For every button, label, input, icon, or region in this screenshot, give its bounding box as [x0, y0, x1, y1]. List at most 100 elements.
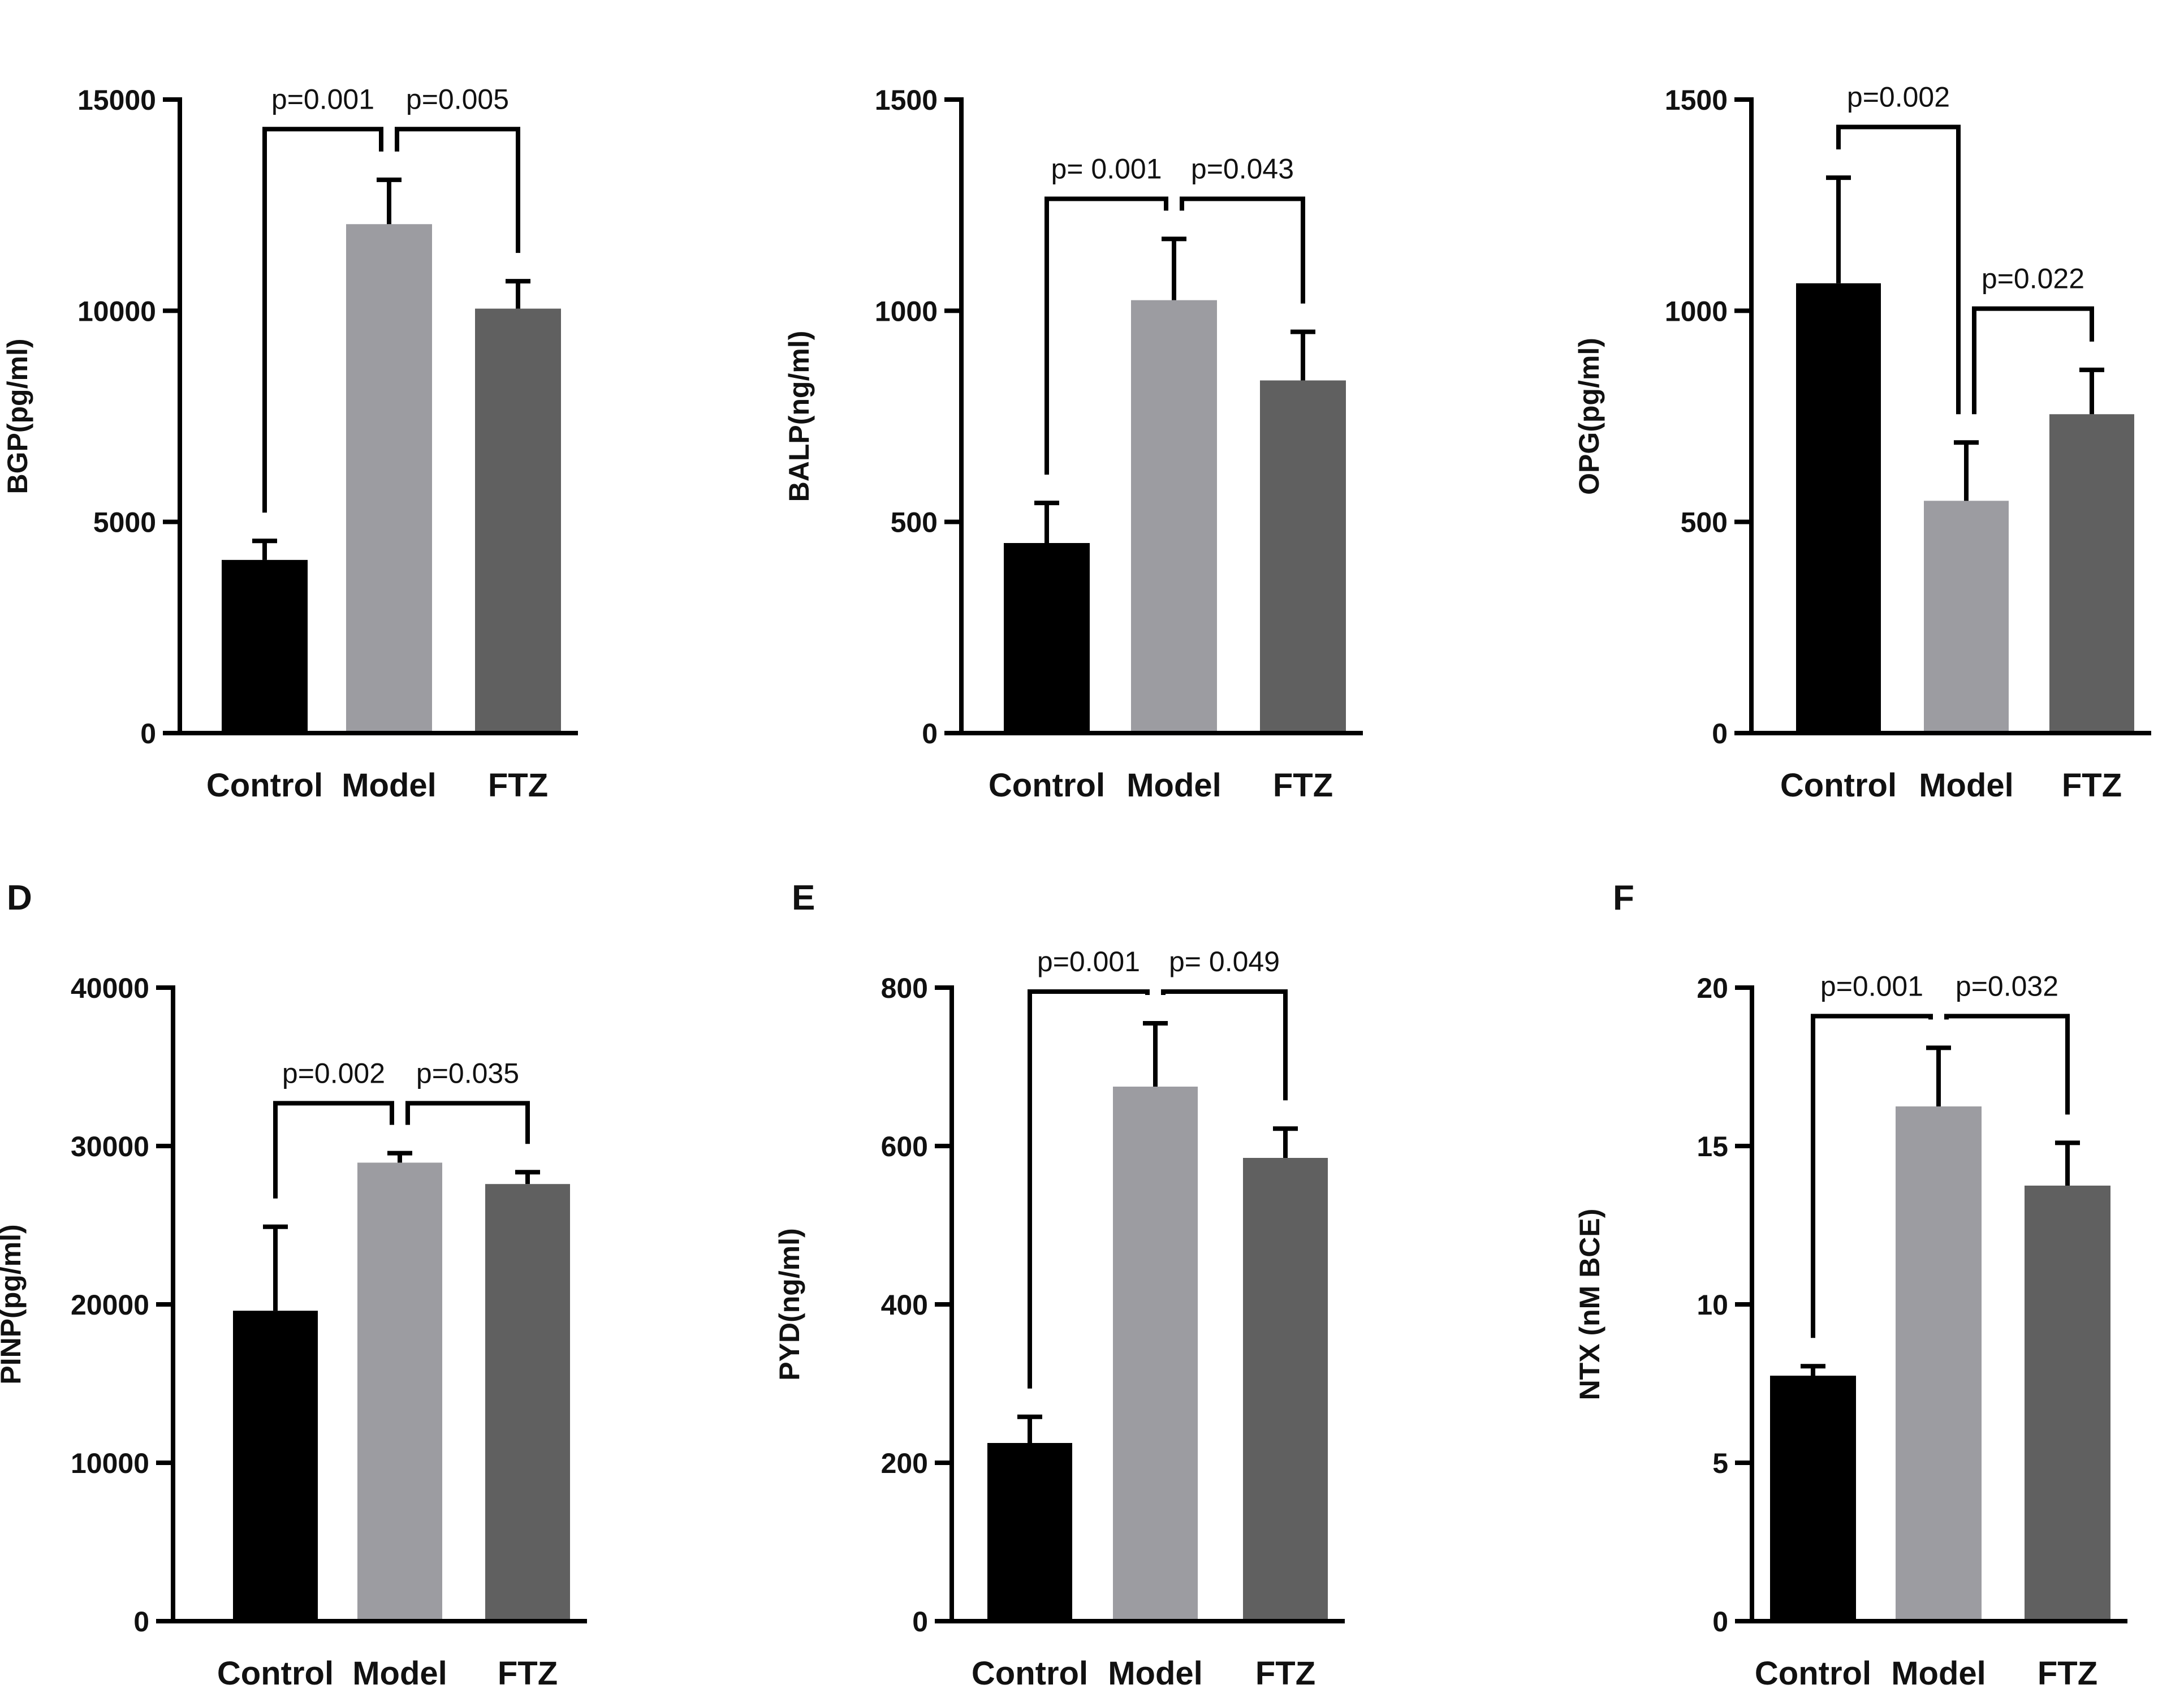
- y-tick-label: 15000: [77, 84, 156, 116]
- y-tick-label: 10000: [77, 295, 156, 327]
- y-tick-label: 40000: [71, 972, 149, 1004]
- y-tick-label: 20: [1697, 972, 1728, 1004]
- significance-bracket: p=0.001: [1028, 946, 1150, 1389]
- x-tick-label: Model: [342, 767, 437, 804]
- bar-model: [1113, 1087, 1198, 1621]
- x-tick-label: Model: [1891, 1655, 1986, 1692]
- bar-control: [1770, 1376, 1856, 1621]
- p-value-label: p=0.002: [282, 1057, 385, 1089]
- p-value-label: p=0.001: [1037, 946, 1140, 977]
- error-bar-ftz: [2079, 367, 2104, 415]
- y-tick-label: 400: [881, 1289, 928, 1321]
- significance-bracket: p=0.002: [273, 1057, 394, 1199]
- bar-control: [222, 559, 308, 733]
- y-tick-label: 600: [881, 1131, 928, 1162]
- error-bar-model: [377, 177, 402, 225]
- x-tick-label: Control: [1755, 1655, 1871, 1692]
- y-tick-label: 0: [1712, 1606, 1728, 1638]
- bar-ftz: [1260, 380, 1346, 733]
- bar-model: [357, 1162, 442, 1621]
- y-axis-label: OPG(pg/ml): [1573, 338, 1605, 495]
- bar-model: [1131, 300, 1217, 733]
- bar-ftz: [2025, 1186, 2110, 1621]
- significance-bracket: p=0.001: [1811, 970, 1933, 1338]
- y-tick-label: 800: [881, 972, 928, 1004]
- y-tick-label: 20000: [71, 1289, 149, 1321]
- chart-panel-5: F 0 5 10 15 20 Control Model FTZ NTX (nM BCE) p=0.…: [1574, 878, 2127, 1692]
- p-value-label: p=0.035: [416, 1057, 519, 1089]
- y-tick-label: 5000: [93, 507, 156, 539]
- y-tick-label: 30000: [71, 1131, 149, 1162]
- bar-ftz: [485, 1184, 570, 1621]
- y-tick-label: 200: [881, 1448, 928, 1479]
- y-tick-label: 1000: [875, 295, 938, 327]
- error-bar-control: [1826, 175, 1851, 283]
- x-tick-label: Control: [1780, 767, 1897, 804]
- x-tick-label: Control: [206, 767, 323, 804]
- y-tick-label: 500: [1681, 507, 1728, 539]
- y-axis-label: PYD(ng/ml): [774, 1228, 805, 1380]
- chart-panel-2: 0 500 1000 1500 Control Model FTZ OPG(pg/ml) p=0…: [1573, 81, 2151, 804]
- y-tick-label: 0: [912, 1606, 928, 1638]
- y-tick-label: 5: [1712, 1448, 1728, 1479]
- x-tick-label: Model: [1108, 1655, 1203, 1692]
- y-tick-label: 0: [133, 1606, 149, 1638]
- y-axis-label: NTX (nM BCE): [1574, 1209, 1605, 1401]
- error-bar-control: [1017, 1414, 1042, 1443]
- bar-control: [233, 1311, 318, 1621]
- panel-label: E: [792, 878, 815, 917]
- bar-ftz: [1243, 1158, 1328, 1621]
- y-tick-label: 0: [1712, 718, 1728, 749]
- y-tick-label: 500: [891, 507, 938, 539]
- y-tick-label: 1500: [875, 84, 938, 116]
- error-bar-ftz: [1290, 329, 1315, 381]
- bar-model: [1896, 1106, 1982, 1621]
- significance-bracket: p=0.002: [1836, 81, 1961, 415]
- x-tick-label: Control: [217, 1655, 334, 1692]
- error-bar-ftz: [506, 279, 530, 309]
- error-bar-ftz: [1273, 1126, 1298, 1158]
- x-tick-label: FTZ: [498, 1655, 558, 1692]
- significance-bracket: p=0.043: [1180, 153, 1305, 304]
- p-value-label: p=0.032: [1956, 970, 2058, 1002]
- significance-bracket: p=0.032: [1944, 970, 2070, 1115]
- y-tick-label: 1500: [1665, 84, 1728, 116]
- p-value-label: p= 0.001: [1051, 153, 1162, 184]
- chart-panel-0: 0 5000 10000 15000 Control Model FTZ BGP(pg/ml)…: [2, 83, 578, 804]
- bar-ftz: [475, 308, 561, 733]
- p-value-label: p=0.005: [406, 83, 509, 115]
- p-value-label: p= 0.049: [1169, 946, 1280, 977]
- p-value-label: p=0.002: [1847, 81, 1950, 113]
- panel-label: D: [7, 878, 32, 917]
- error-bar-control: [1034, 501, 1059, 543]
- chart-panel-1: 0 500 1000 1500 Control Model FTZ BALP(ng/ml) p=…: [783, 84, 1363, 804]
- x-tick-label: Model: [1126, 767, 1222, 804]
- bar-model: [1924, 501, 2009, 733]
- x-tick-label: Control: [989, 767, 1105, 804]
- x-tick-label: FTZ: [2062, 767, 2122, 804]
- x-tick-label: Control: [972, 1655, 1088, 1692]
- x-tick-label: FTZ: [2038, 1655, 2097, 1692]
- error-bar-control: [1801, 1364, 1825, 1376]
- bar-ftz: [2049, 414, 2134, 733]
- bar-model: [346, 224, 432, 733]
- error-bar-model: [1954, 440, 1979, 501]
- y-tick-label: 1000: [1665, 295, 1728, 327]
- x-tick-label: Model: [1919, 767, 2014, 804]
- significance-bracket: p= 0.001: [1044, 153, 1168, 475]
- chart-panel-3: D 0 10000 20000 30000 40000 Control Model FTZ PIN…: [0, 878, 587, 1692]
- y-tick-label: 0: [140, 718, 156, 749]
- p-value-label: p=0.022: [1982, 263, 2084, 295]
- y-tick-label: 15: [1697, 1131, 1728, 1162]
- x-tick-label: FTZ: [488, 767, 548, 804]
- error-bar-control: [263, 1224, 288, 1311]
- significance-bracket: p=0.005: [395, 83, 520, 253]
- p-value-label: p=0.043: [1191, 153, 1294, 184]
- y-axis-label: BALP(ng/ml): [783, 331, 815, 502]
- y-tick-label: 10: [1697, 1289, 1728, 1321]
- significance-bracket: p=0.001: [262, 83, 383, 513]
- panel-label: F: [1613, 878, 1634, 917]
- error-bar-model: [1143, 1021, 1168, 1087]
- error-bar-control: [252, 539, 277, 560]
